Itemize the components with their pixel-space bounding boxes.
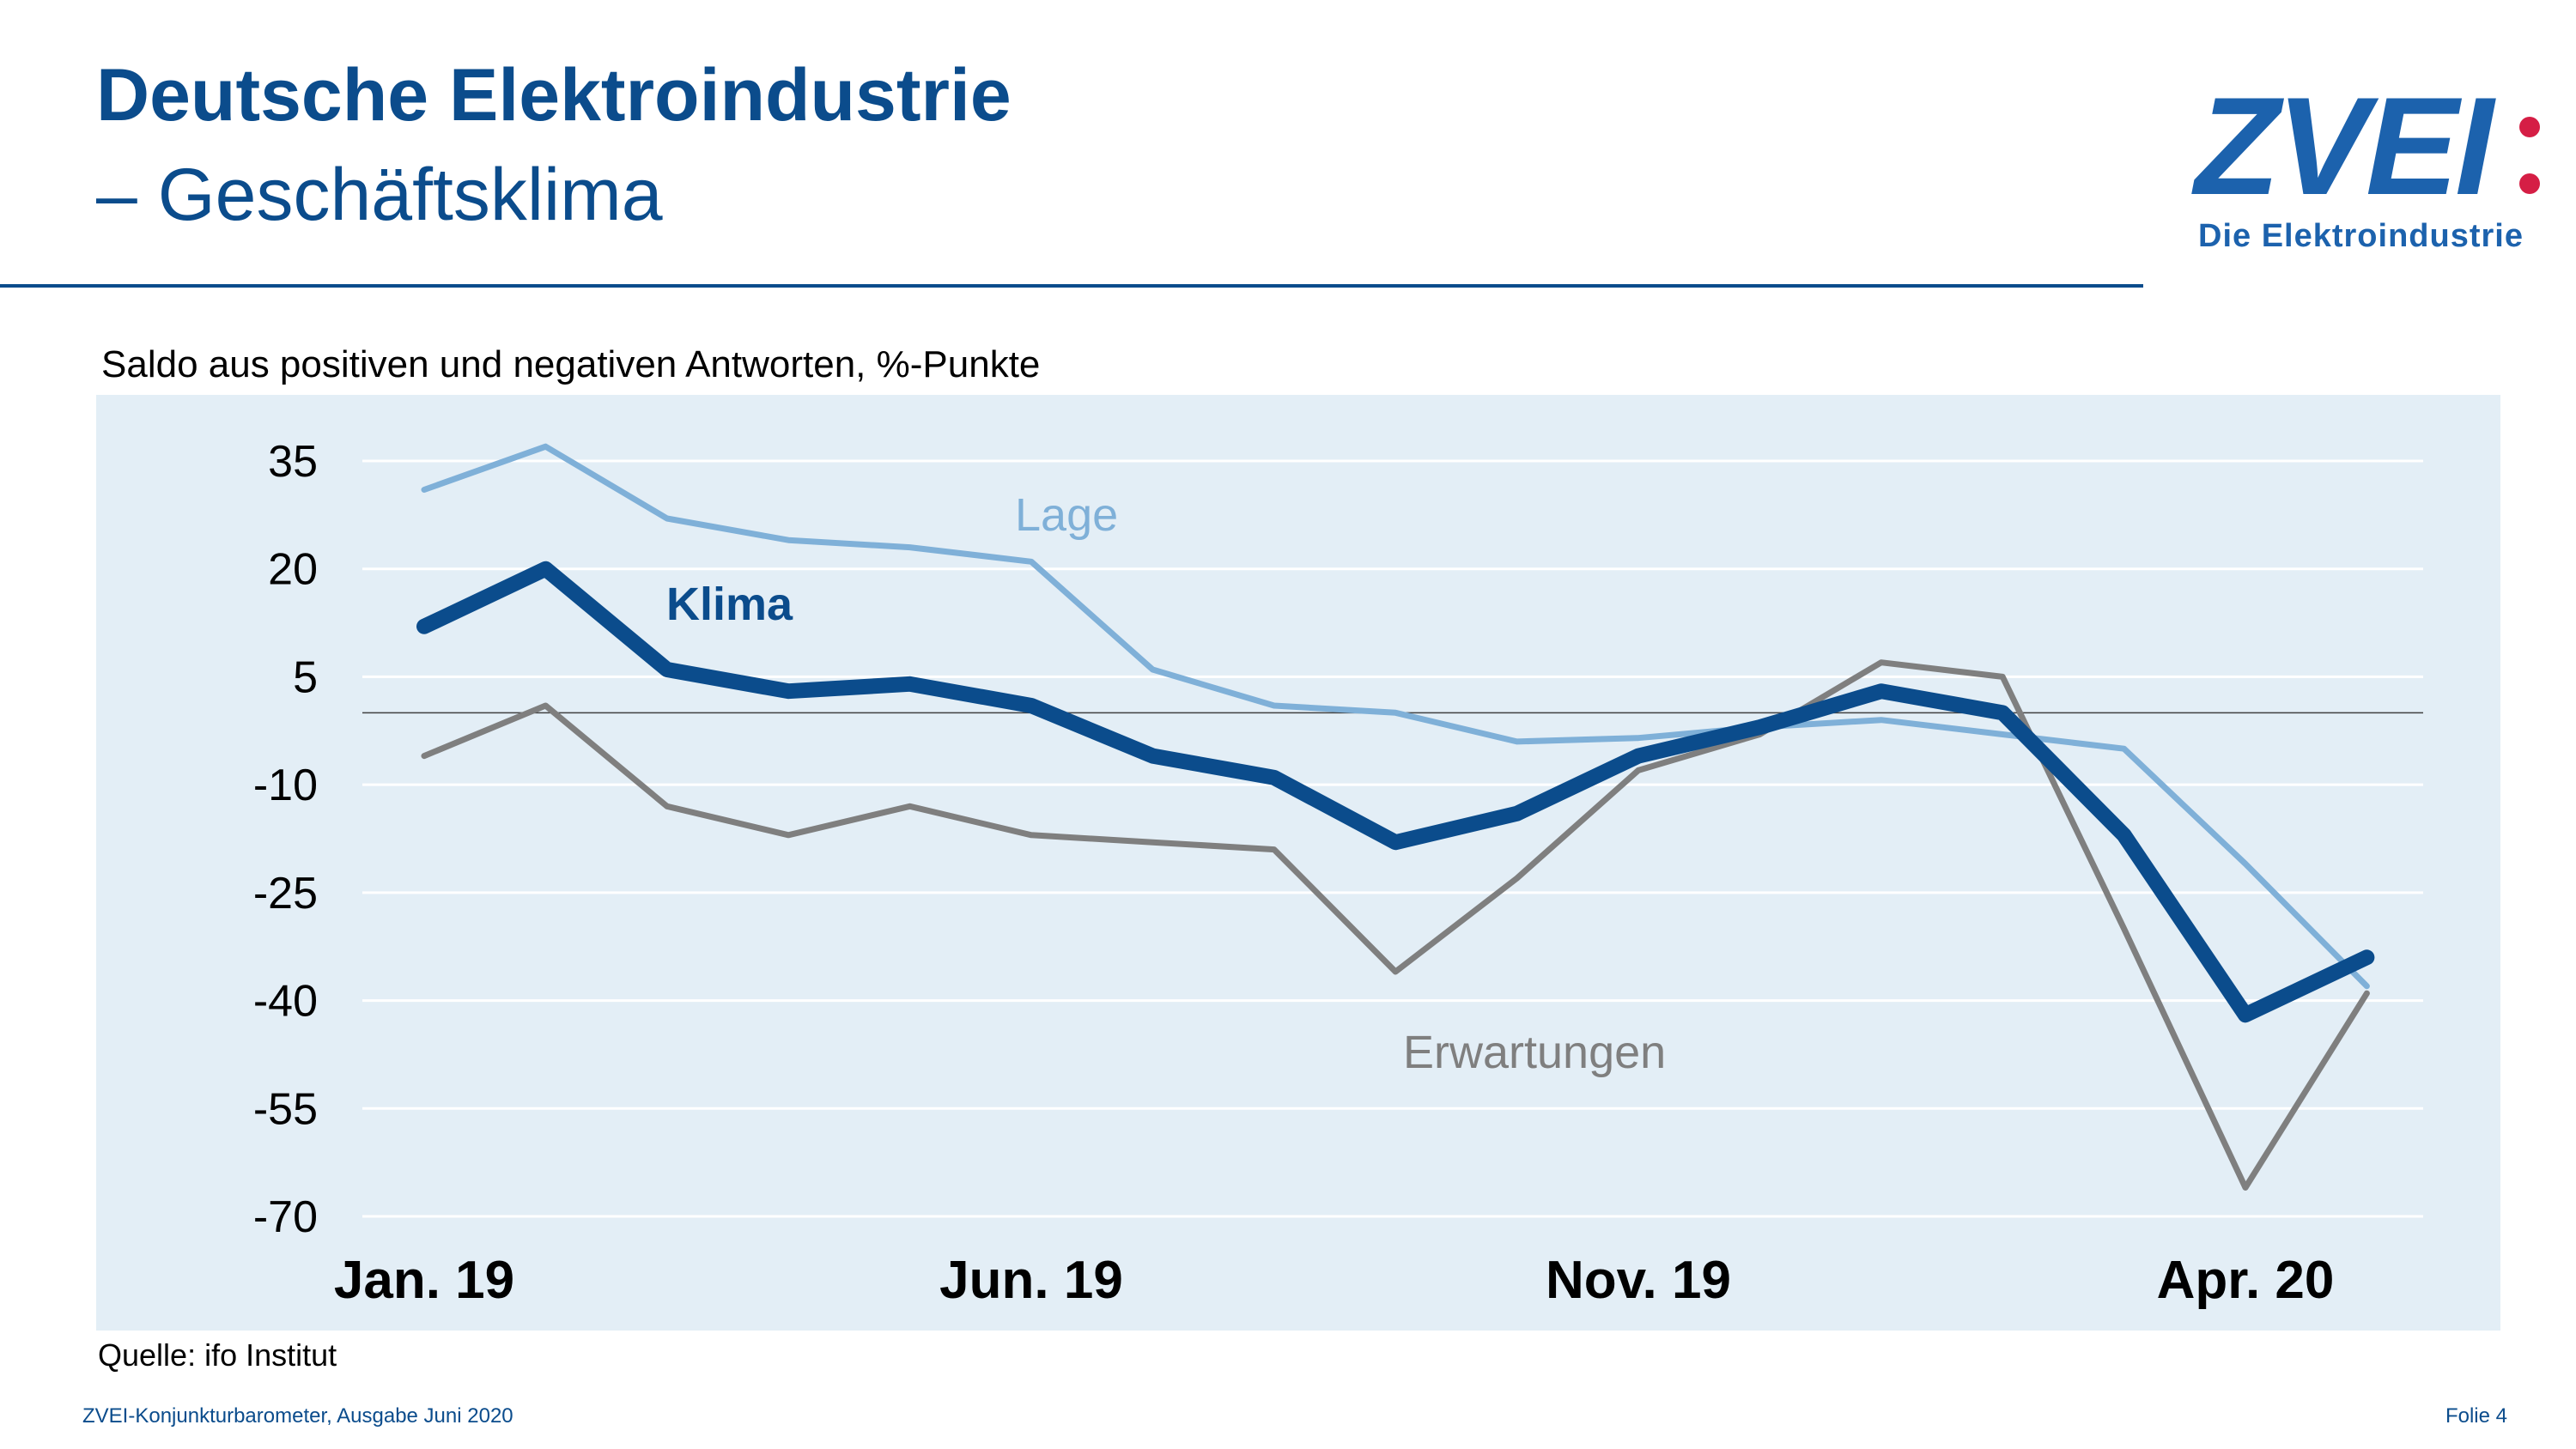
logo-tagline: Die Elektroindustrie [2198, 218, 2524, 254]
footer-publication: ZVEI-Konjunkturbarometer, Ausgabe Juni 2… [82, 1404, 513, 1428]
logo-dot-top [2519, 117, 2540, 137]
logo-dot-bottom [2519, 173, 2540, 194]
y-tick-label: 35 [268, 437, 318, 487]
y-tick-label: -40 [253, 977, 318, 1027]
footer-slide-number: Folie 4 [2445, 1404, 2507, 1428]
series-label-erwartungen: Erwartungen [1403, 1027, 1666, 1078]
zvei-logo: ZVEI Die Elektroindustrie [2195, 77, 2555, 266]
source-note: Quelle: ifo Institut [98, 1337, 337, 1373]
x-tick-label: Jan. 19 [334, 1251, 514, 1310]
line-chart: 35 20 5 -10 -25 -40 -55 -70 Jan. 19 Jun. 19 Nov. 1… [253, 437, 2423, 1310]
series-line-lage [421, 443, 2370, 990]
series-line-klima [416, 561, 2375, 1023]
logo-wordmark: ZVEI [2195, 69, 2494, 224]
y-tick-label: 20 [268, 545, 318, 595]
y-tick-label: -55 [253, 1084, 318, 1134]
slide-title: Deutsche Elektroindustrie [96, 54, 1012, 136]
x-tick-label: Apr. 20 [2157, 1251, 2335, 1310]
y-tick-label: -70 [253, 1192, 318, 1242]
series-label-klima: Klima [666, 579, 793, 630]
x-tick-label: Nov. 19 [1546, 1251, 1731, 1310]
slide-subtitle-line: – Geschäftsklima [96, 154, 663, 236]
chart-panel [96, 395, 2500, 1331]
y-tick-label: -10 [253, 761, 318, 810]
chart-axis-description: Saldo aus positiven und negativen Antwor… [101, 343, 1041, 385]
y-tick-label: -25 [253, 869, 318, 919]
y-tick-label: 5 [293, 652, 318, 702]
x-tick-label: Jun. 19 [939, 1251, 1123, 1310]
title-divider [0, 284, 2143, 288]
series-label-lage: Lage [1015, 489, 1118, 541]
